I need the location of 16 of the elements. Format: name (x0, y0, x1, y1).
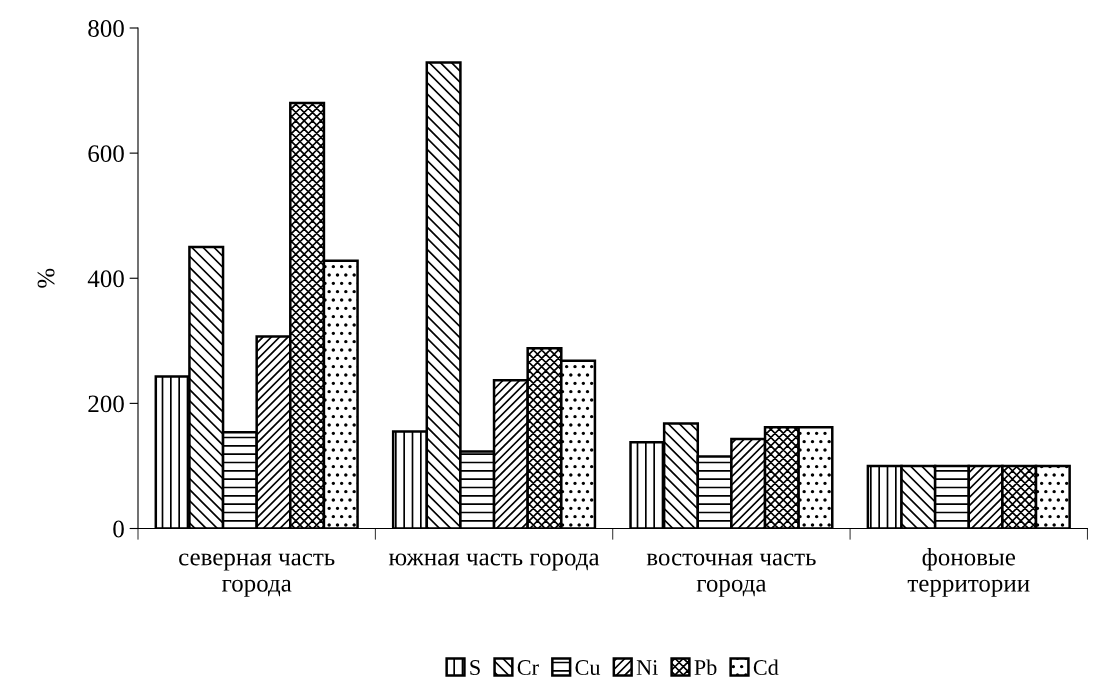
legend-label: Pb (694, 659, 717, 676)
y-axis-title: % (37, 268, 55, 288)
x-tick-label: фоновые территории (907, 547, 1030, 597)
y-tick-label: 800 (88, 20, 124, 37)
x-tick-label: восточная часть города (646, 553, 816, 597)
y-tick-label: 200 (88, 395, 124, 413)
x-tick-label: северная часть города (179, 553, 335, 597)
legend-label: Cu (575, 660, 601, 676)
y-tick-label: 0 (113, 520, 124, 538)
y-tick-label: 400 (87, 270, 124, 288)
legend-label: Cd (753, 659, 779, 676)
legend-label: Cr (517, 660, 539, 676)
x-tick-label: южная часть города (388, 553, 600, 571)
legend-label: S (470, 660, 480, 676)
legend-label: Ni (636, 660, 658, 675)
y-tick-label: 600 (88, 145, 124, 163)
